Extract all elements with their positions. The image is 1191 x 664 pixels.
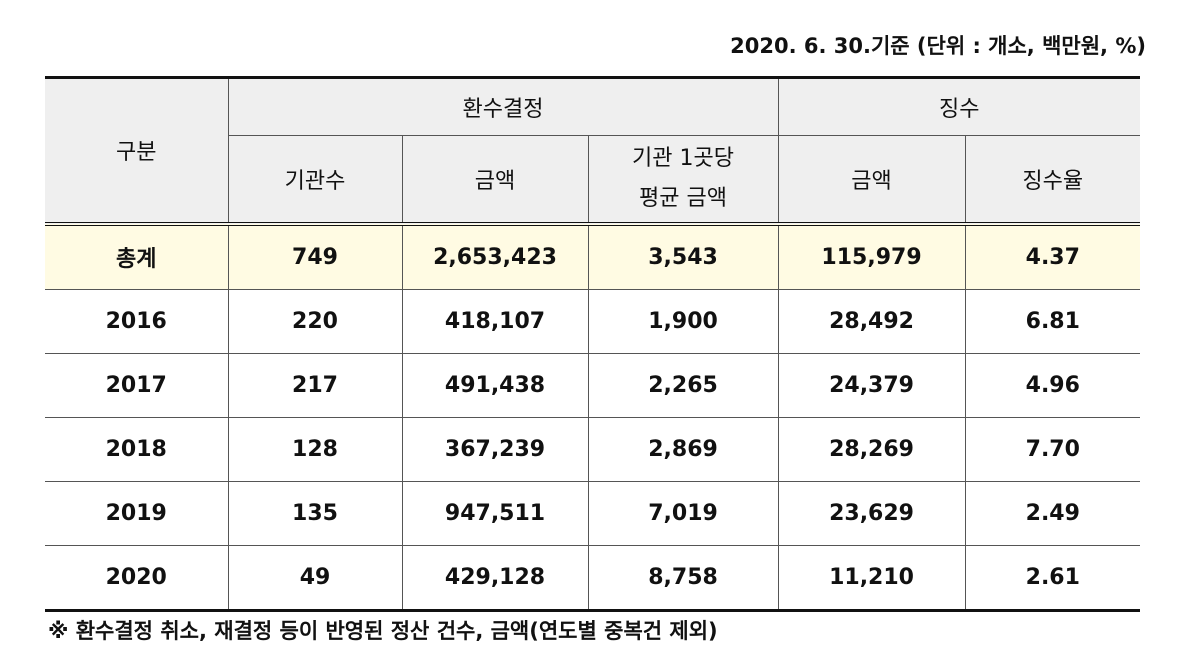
data-cell: 429,128	[401, 545, 589, 612]
data-cell: 2.49	[964, 481, 1141, 546]
header-cell: 금액	[401, 135, 589, 224]
data-cell: 8,758	[587, 545, 779, 612]
data-cell: 2,265	[587, 353, 779, 418]
data-cell: 367,239	[401, 417, 589, 482]
row-label: 2019	[45, 481, 229, 546]
data-cell: 491,438	[401, 353, 589, 418]
header-line: 평균 금액	[639, 185, 727, 211]
data-cell: 220	[227, 289, 403, 354]
data-cell: 115,979	[777, 221, 966, 290]
table-row: 2020 49 429,128 8,758 11,210 2.61	[45, 545, 1141, 612]
data-cell: 4.37	[964, 221, 1141, 290]
data-cell: 7.70	[964, 417, 1141, 482]
header-cell: 기관수	[228, 135, 403, 224]
data-cell: 23,629	[777, 481, 966, 546]
header-line: 기관 1곳당	[632, 145, 734, 171]
header-line: 금액	[474, 168, 516, 194]
data-cell: 2,869	[587, 417, 779, 482]
data-cell: 135	[227, 481, 403, 546]
data-table: 구분 환수결정 징수 기관수 금액 기관 1곳당 평균 금액 금액 징수율 총계 749 2,…	[45, 76, 1141, 612]
data-cell: 28,269	[777, 417, 966, 482]
data-cell: 28,492	[777, 289, 966, 354]
data-cell: 128	[227, 417, 403, 482]
data-cell: 4.96	[964, 353, 1141, 418]
row-label: 2016	[45, 289, 229, 354]
header-cell: 금액	[777, 135, 966, 224]
data-cell: 6.81	[964, 289, 1141, 354]
data-cell: 2,653,423	[401, 221, 589, 290]
data-cell: 11,210	[777, 545, 966, 612]
row-label: 2020	[45, 545, 229, 612]
data-cell: 217	[227, 353, 403, 418]
unit-note: 2020. 6. 30.기준 (단위 : 개소, 백만원, %)	[730, 34, 1146, 58]
data-cell: 3,543	[587, 221, 779, 290]
data-cell: 1,900	[587, 289, 779, 354]
table-row: 총계 749 2,653,423 3,543 115,979 4.37	[45, 221, 1141, 290]
data-cell: 7,019	[587, 481, 779, 546]
header-cell: 구분	[45, 76, 229, 224]
header-cell: 징수율	[964, 135, 1141, 224]
data-cell: 947,511	[401, 481, 589, 546]
table-row: 2019 135 947,511 7,019 23,629 2.49	[45, 481, 1141, 546]
header-cell: 환수결정	[227, 76, 779, 136]
data-cell: 49	[227, 545, 403, 612]
row-label: 2017	[45, 353, 229, 418]
data-cell: 749	[227, 221, 403, 290]
row-label: 2018	[45, 417, 229, 482]
header-line: 징수율	[1022, 168, 1084, 194]
data-cell: 2.61	[964, 545, 1141, 612]
table-row: 2017 217 491,438 2,265 24,379 4.96	[45, 353, 1141, 418]
data-cell: 418,107	[401, 289, 589, 354]
table-row: 2016 220 418,107 1,900 28,492 6.81	[45, 289, 1141, 354]
header-line: 금액	[851, 168, 892, 194]
data-cell: 24,379	[777, 353, 966, 418]
header-cell: 징수	[777, 76, 1141, 136]
row-label: 총계	[45, 221, 229, 290]
footnote: ※ 환수결정 취소, 재결정 등이 반영된 정산 건수, 금액(연도별 중복건 …	[48, 619, 718, 643]
header-line: 기관수	[284, 168, 346, 194]
table-row: 2018 128 367,239 2,869 28,269 7.70	[45, 417, 1141, 482]
